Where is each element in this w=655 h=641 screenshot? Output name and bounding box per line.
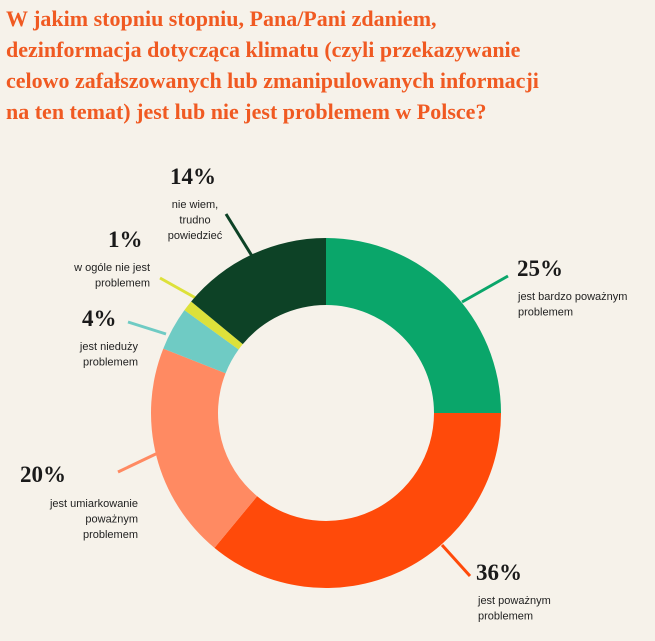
donut-slice	[150, 348, 258, 548]
donut-slice	[326, 238, 501, 413]
category-label: nie wiem,	[172, 199, 218, 211]
leader-line	[461, 274, 509, 304]
category-label: jest umiarkowanie	[49, 498, 138, 510]
category-label: w ogóle nie jest	[73, 262, 150, 274]
leader-line	[224, 213, 254, 257]
value-label: 4%	[82, 306, 117, 331]
category-label: problemem	[478, 611, 533, 623]
donut-slice	[184, 301, 243, 350]
category-label: poważnym	[85, 514, 138, 526]
donut-slice	[163, 310, 239, 374]
chart-title: W jakim stopniu stopniu, Pana/Pani zdani…	[6, 6, 437, 31]
leader-line	[127, 320, 167, 336]
leader-line	[117, 450, 161, 474]
value-label: 20%	[20, 462, 66, 487]
category-label: jest nieduży	[79, 341, 139, 353]
donut-slice	[214, 413, 501, 589]
chart-title: dezinformacja dotycząca klimatu (czyli p…	[6, 37, 521, 62]
chart-title: na ten temat) jest lub nie jest probleme…	[6, 99, 486, 124]
category-label: powiedzieć	[168, 230, 223, 242]
donut-slice	[191, 238, 326, 345]
category-label: trudno	[179, 215, 210, 227]
category-label: problemem	[95, 278, 150, 290]
category-label: problemem	[518, 307, 573, 319]
value-label: 25%	[517, 256, 563, 281]
value-label: 36%	[476, 560, 522, 585]
leader-line	[440, 543, 472, 578]
category-label: jest bardzo poważnym	[517, 291, 627, 303]
value-label: 1%	[108, 227, 143, 252]
category-label: problemem	[83, 529, 138, 541]
value-label: 14%	[170, 164, 216, 189]
chart-title: celowo zafałszowanych lub zmanipulowanyc…	[6, 68, 539, 93]
category-label: jest poważnym	[477, 595, 551, 607]
category-label: problemem	[83, 357, 138, 369]
